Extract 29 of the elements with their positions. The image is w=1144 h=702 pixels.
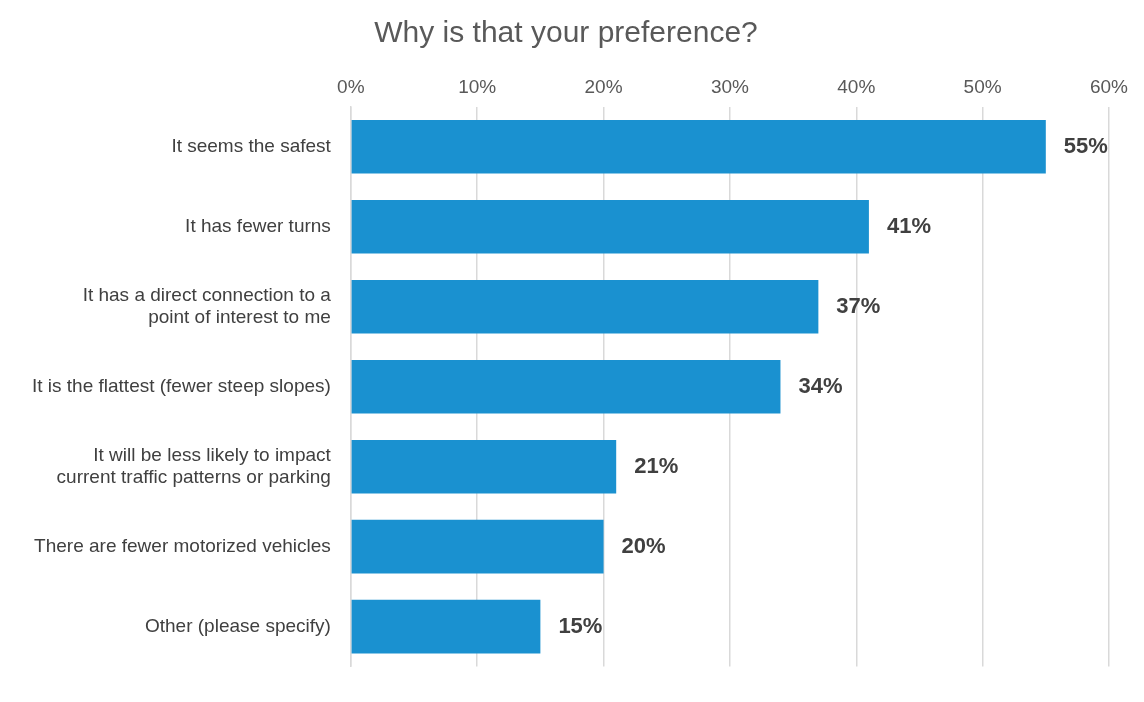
x-tick-label: 30% bbox=[710, 75, 750, 97]
bar bbox=[351, 439, 617, 494]
bar bbox=[351, 359, 781, 414]
bar bbox=[351, 199, 869, 254]
data-label: 41% bbox=[886, 212, 931, 238]
data-label: 15% bbox=[558, 612, 603, 638]
bar bbox=[351, 519, 604, 574]
x-tick-label: 60% bbox=[1089, 75, 1129, 97]
bar bbox=[351, 120, 1046, 174]
data-label: 55% bbox=[1063, 132, 1108, 158]
y-tick-label: It has fewer turns bbox=[185, 214, 331, 236]
x-tick-label: 50% bbox=[963, 75, 1002, 97]
bar bbox=[351, 599, 541, 654]
y-tick-label: Other (please specify) bbox=[144, 614, 331, 636]
y-tick-label: There are fewer motorized vehicles bbox=[34, 534, 331, 556]
x-tick-label: 0% bbox=[337, 75, 365, 97]
chart-title: Why is that your preference? bbox=[374, 15, 758, 49]
y-tick-label: It seems the safest bbox=[171, 135, 332, 157]
y-tick-label: It will be less likely to impact current traffic patterns or parking bbox=[56, 443, 332, 488]
data-label: 21% bbox=[634, 452, 679, 478]
data-label: 20% bbox=[621, 532, 666, 558]
bar bbox=[351, 279, 819, 334]
x-tick-label: 40% bbox=[837, 75, 876, 97]
data-label: 34% bbox=[798, 372, 843, 398]
x-tick-label: 10% bbox=[458, 75, 497, 97]
data-label: 37% bbox=[836, 292, 881, 318]
x-tick-label: 20% bbox=[584, 75, 623, 97]
y-tick-label: It has a direct connection to a point of interest to me bbox=[82, 283, 332, 328]
y-tick-label: It is the flattest (fewer steep slopes) bbox=[31, 374, 331, 396]
